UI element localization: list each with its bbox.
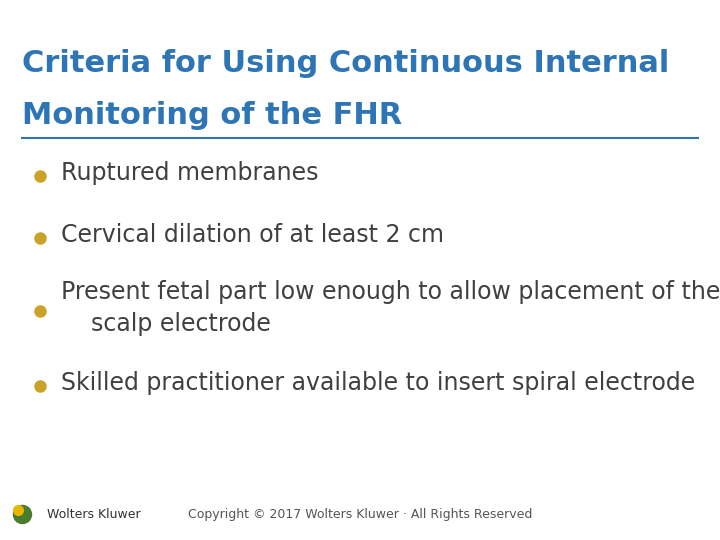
Text: Cervical dilation of at least 2 cm: Cervical dilation of at least 2 cm: [61, 223, 444, 247]
Text: Skilled practitioner available to insert spiral electrode: Skilled practitioner available to insert…: [61, 372, 696, 395]
Text: Wolters Kluwer: Wolters Kluwer: [47, 508, 140, 521]
Text: Monitoring of the FHR: Monitoring of the FHR: [22, 101, 402, 130]
Text: Ruptured membranes: Ruptured membranes: [61, 161, 319, 185]
Text: Present fetal part low enough to allow placement of the
    scalp electrode: Present fetal part low enough to allow p…: [61, 280, 720, 335]
Text: Copyright © 2017 Wolters Kluwer · All Rights Reserved: Copyright © 2017 Wolters Kluwer · All Ri…: [188, 508, 532, 521]
Text: Criteria for Using Continuous Internal: Criteria for Using Continuous Internal: [22, 49, 669, 78]
